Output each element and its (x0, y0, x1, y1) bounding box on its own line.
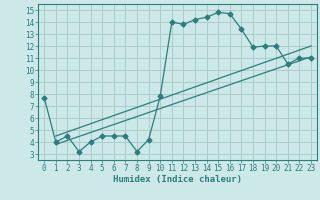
X-axis label: Humidex (Indice chaleur): Humidex (Indice chaleur) (113, 175, 242, 184)
